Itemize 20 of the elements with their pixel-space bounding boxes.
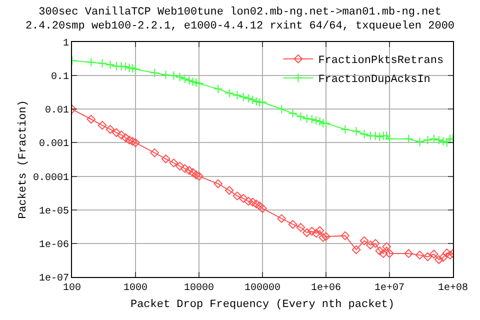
x-tick-label: 1e+07 — [374, 283, 405, 294]
x-tick-label: 100 — [62, 283, 82, 294]
y-tick-label: 0.001 — [38, 139, 69, 150]
y-tick-label: 1 — [62, 38, 69, 50]
y-tick-label: 1e-07 — [38, 274, 69, 284]
y-axis-title: Packets (Fraction) — [18, 100, 30, 219]
chart-title: 300sec VanillaTCP Web100tune lon02.mb-ng.net->man01.mb-ng.net 2.4.20smp web100-2.2.1, e1000-4.4.12 rxint 64/64, txqueuelen 2000 — [25, 6, 455, 33]
x-tick-label: 100000 — [244, 283, 281, 294]
y-tick-label: 1e-06 — [38, 240, 69, 251]
x-tick-label: 1000 — [123, 283, 148, 294]
y-tick-label: 0.1 — [50, 72, 69, 84]
y-tick-label: 1e-05 — [38, 206, 69, 218]
y-tick-label: 0.0001 — [32, 172, 69, 184]
x-tick-label: 10000 — [184, 283, 214, 294]
legend-label: FractionDupAcksIn — [318, 74, 430, 86]
legend-label: FractionPktsRetrans — [318, 55, 444, 68]
x-tick-label: 1e+06 — [310, 283, 342, 294]
x-tick-label: 1e+08 — [438, 283, 468, 294]
y-tick-label: 0.01 — [44, 106, 69, 117]
x-axis-title: Packet Drop Frequency (Every nth packet) — [130, 299, 395, 312]
